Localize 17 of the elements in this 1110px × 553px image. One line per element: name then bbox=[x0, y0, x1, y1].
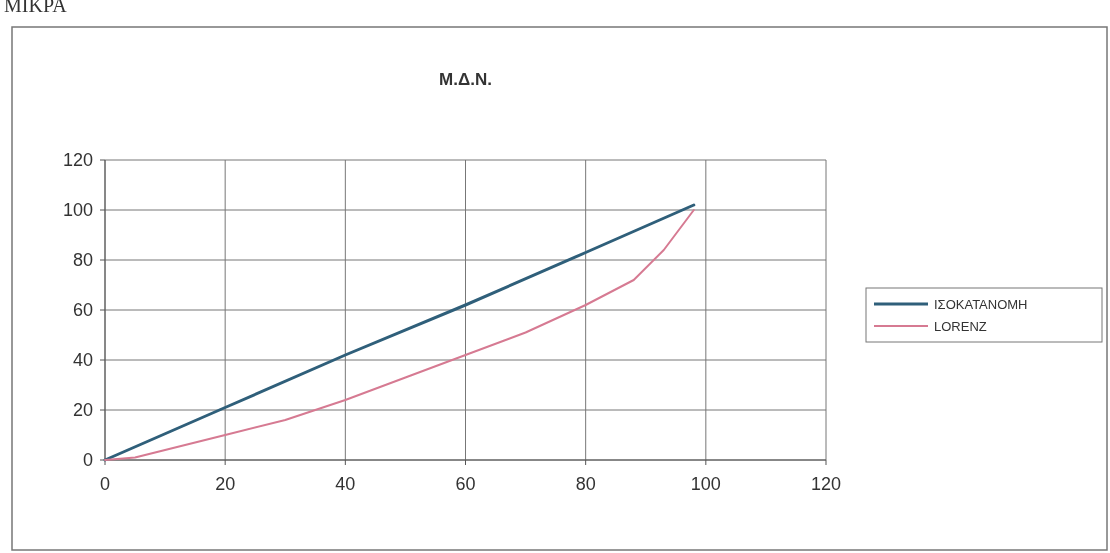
legend-label: ΙΣΟΚΑΤΑΝΟΜΗ bbox=[934, 296, 1028, 312]
x-tick-label: 60 bbox=[455, 474, 476, 494]
x-tick-label: 40 bbox=[335, 474, 356, 494]
y-tick-label: 40 bbox=[72, 350, 93, 371]
x-tick-label: 120 bbox=[810, 474, 842, 494]
x-tick-label: 100 bbox=[690, 474, 721, 494]
legend-label: LORENZ bbox=[934, 318, 987, 334]
y-tick-label: 80 bbox=[72, 250, 93, 271]
x-tick-label: 0 bbox=[99, 474, 111, 494]
y-tick-label: 60 bbox=[72, 300, 93, 321]
y-tick-label: 120 bbox=[62, 150, 93, 171]
y-tick-label: 100 bbox=[62, 200, 93, 221]
y-tick-label: 0 bbox=[82, 450, 93, 471]
chart-title: Μ.Δ.Ν. bbox=[439, 70, 492, 89]
x-tick-label: 80 bbox=[575, 474, 596, 494]
x-tick-label: 20 bbox=[215, 474, 236, 494]
y-tick-label: 20 bbox=[72, 400, 93, 421]
